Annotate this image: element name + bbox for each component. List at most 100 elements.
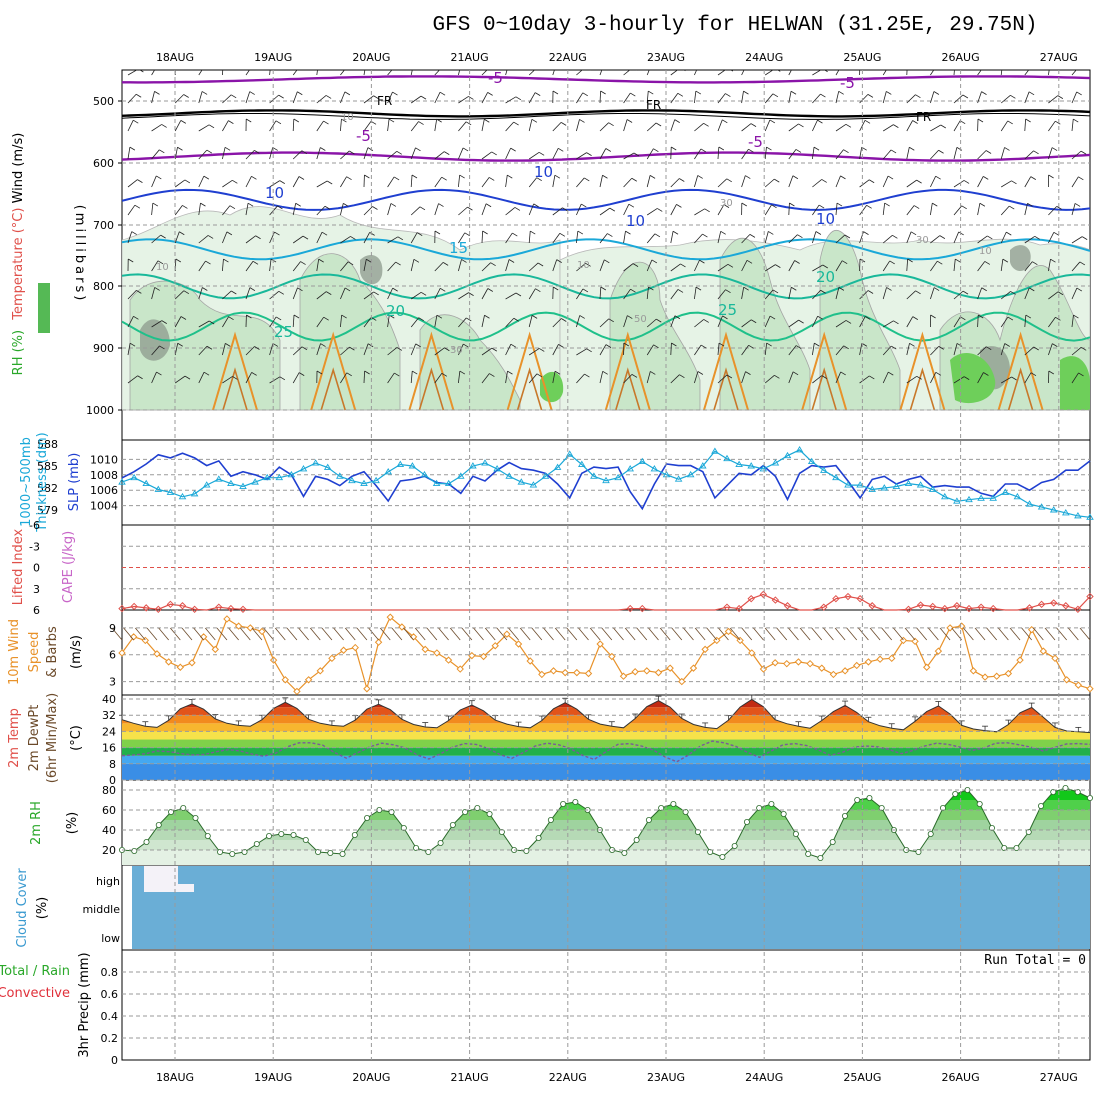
wind-barb <box>292 203 297 216</box>
slp-thickness-panel: 588 585 582 579 1010 1008 1006 1004 <box>37 438 1094 520</box>
date-label-bottom: 26AUG <box>942 1071 980 1084</box>
wind10m-point <box>176 663 185 671</box>
wind-barb <box>552 148 559 160</box>
rh-point <box>805 851 812 858</box>
wind-barb-flag <box>1080 66 1085 69</box>
wind-barb-flag <box>254 150 260 154</box>
wind-barb-flag <box>627 315 633 319</box>
lifted-index-point <box>904 605 913 613</box>
wind-barb <box>269 94 279 104</box>
wind-barb <box>741 148 749 160</box>
contour-label-15: 15 <box>449 239 468 257</box>
wind10m-barb <box>683 627 694 641</box>
wind-barb <box>599 371 604 384</box>
wind-barb <box>127 343 131 356</box>
wind-barb-flag <box>768 231 774 235</box>
wind-barb-flag <box>554 370 561 375</box>
wind-barb-flag <box>913 205 920 209</box>
wind-barb-flag <box>777 70 781 72</box>
contour-label-10: 10 <box>534 163 553 181</box>
wind-barb <box>363 95 374 104</box>
rh-shading-green <box>950 352 996 404</box>
wind-barb <box>1001 376 1012 384</box>
wind-barb <box>906 316 914 328</box>
contour-label-20: 20 <box>386 302 405 320</box>
wind-barb-flag <box>984 261 991 265</box>
wind10m-point <box>724 627 733 636</box>
wind10m-point <box>969 667 978 675</box>
wind-barb <box>316 316 325 328</box>
temp-band <box>122 723 1090 732</box>
thickness-point <box>868 485 876 492</box>
wind-barb <box>410 175 413 188</box>
thickness-point <box>1025 500 1034 507</box>
wind-barb-flag <box>907 258 913 263</box>
wind-barb-flag <box>608 318 614 323</box>
wind10m-point <box>864 658 873 666</box>
thickness-point <box>759 465 768 472</box>
wind-barb-flag <box>963 180 970 184</box>
temp-contour-35 <box>516 367 543 411</box>
wind-barb <box>387 150 398 160</box>
rh-point <box>743 819 750 826</box>
wind-barb <box>269 316 277 328</box>
wind-barb-flag <box>836 202 843 207</box>
wind-barb <box>906 147 910 160</box>
wind-barb <box>245 203 249 216</box>
wind-barb <box>812 264 823 272</box>
wind-barb <box>1071 315 1074 328</box>
wind-barb <box>930 70 935 76</box>
wind-barb <box>930 260 938 272</box>
wind-barb-flag <box>183 290 190 295</box>
rh-shading-green <box>1060 356 1090 410</box>
precip-tick-label: 0.6 <box>101 988 119 1001</box>
wind-barb-flag <box>184 179 191 184</box>
wind-barb-flag <box>439 91 446 96</box>
wind-barb <box>646 344 654 356</box>
wind-barb-flag <box>411 174 418 179</box>
wind-barb-flag <box>843 149 849 154</box>
wind-barb <box>1000 120 1009 132</box>
wind-barb-flag <box>986 346 992 351</box>
wind-barb-flag <box>699 259 705 264</box>
thickness-point <box>892 482 901 489</box>
wind-barb <box>222 231 228 244</box>
wind-barb-flag <box>1057 95 1064 99</box>
wind-barb-flag <box>201 91 208 95</box>
wind10m-barb <box>624 627 636 641</box>
wind-barb-flag <box>789 202 795 207</box>
wind-barb <box>410 317 420 328</box>
date-label-top: 18AUG <box>156 51 194 64</box>
wind-barb-flag <box>674 315 681 320</box>
cape-axis-label: CAPE (J/kg) <box>61 531 76 603</box>
wind-barb-flag <box>298 176 305 180</box>
wind-barb-flag <box>962 94 969 99</box>
wind-barb-flag <box>530 230 536 235</box>
wind-barb <box>552 122 562 132</box>
wind-barb-flag <box>395 261 401 266</box>
wind-barb <box>694 175 699 188</box>
wind-barb <box>198 372 205 384</box>
wind-barb <box>434 347 445 356</box>
wind-barb <box>174 147 178 160</box>
wind-barb <box>764 119 771 132</box>
wind10m-point <box>526 657 534 665</box>
wind-barb-flag <box>507 174 513 179</box>
wind-barb <box>292 346 303 356</box>
thickness-point <box>311 459 320 466</box>
thickness-point <box>166 488 175 495</box>
wind-barb <box>410 147 416 160</box>
wind10m-barb <box>181 627 193 641</box>
wind-barb <box>434 373 443 384</box>
thickness-point <box>154 485 163 492</box>
wind-barb <box>741 345 749 356</box>
cloud-field <box>132 866 1090 949</box>
wind-barb-flag <box>956 147 963 151</box>
wind-barb <box>835 371 842 384</box>
wind10m-barb <box>671 627 683 641</box>
wind-barb <box>528 203 535 216</box>
wind-barb <box>387 347 398 356</box>
wind-barb-flag <box>981 91 987 95</box>
wind10m-barb <box>963 627 974 641</box>
thickness-tick-label: 585 <box>37 460 58 473</box>
